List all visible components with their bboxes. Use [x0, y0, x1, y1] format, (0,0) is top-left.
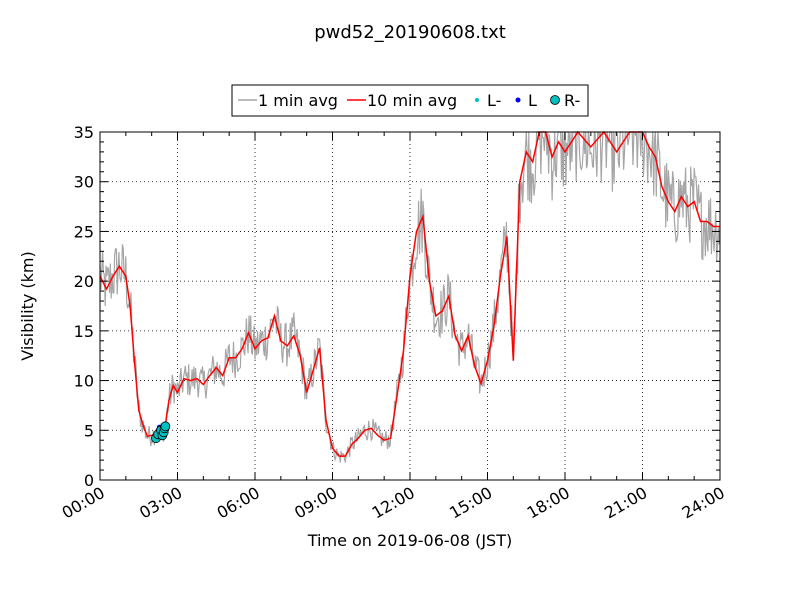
legend-label-l: L: [528, 91, 537, 110]
legend-marker-l: [515, 97, 521, 103]
y-axis-label: Visibility (km): [18, 251, 37, 360]
ten-minute-average-series: [99, 130, 720, 457]
legend-box: [231, 84, 589, 117]
legend: 1 min avg 10 min avg L- L R-: [231, 84, 589, 117]
x-axis-label: Time on 2019-06-08 (JST): [307, 531, 512, 550]
y-tick-labels: 0 5 10 15 20 25 30 35: [74, 123, 94, 490]
y-tick-label: 25: [74, 222, 94, 241]
y-tick-label: 15: [74, 322, 94, 341]
legend-marker-r-minus: [550, 95, 560, 105]
legend-label-l-minus: L-: [487, 91, 501, 110]
y-tick-label: 20: [74, 272, 94, 291]
y-tick-label: 5: [84, 421, 94, 440]
axis-ticks: [99, 131, 721, 481]
plot-area: [100, 132, 720, 480]
legend-label-r-minus: R-: [564, 91, 580, 110]
y-tick-label: 0: [84, 471, 94, 490]
legend-marker-l-minus: [475, 98, 479, 102]
y-tick-label: 30: [74, 173, 94, 192]
grid-lines: [100, 132, 720, 480]
legend-label-1min: 1 min avg: [258, 91, 338, 110]
chart-title: pwd52_20190608.txt: [314, 22, 506, 43]
y-tick-label: 10: [74, 372, 94, 391]
y-tick-label: 35: [74, 123, 94, 142]
legend-label-10min: 10 min avg: [367, 91, 457, 110]
r-minus-marker: [160, 421, 171, 432]
ten-minute-average-line: [99, 130, 720, 457]
weather-code-markers: [151, 421, 171, 444]
